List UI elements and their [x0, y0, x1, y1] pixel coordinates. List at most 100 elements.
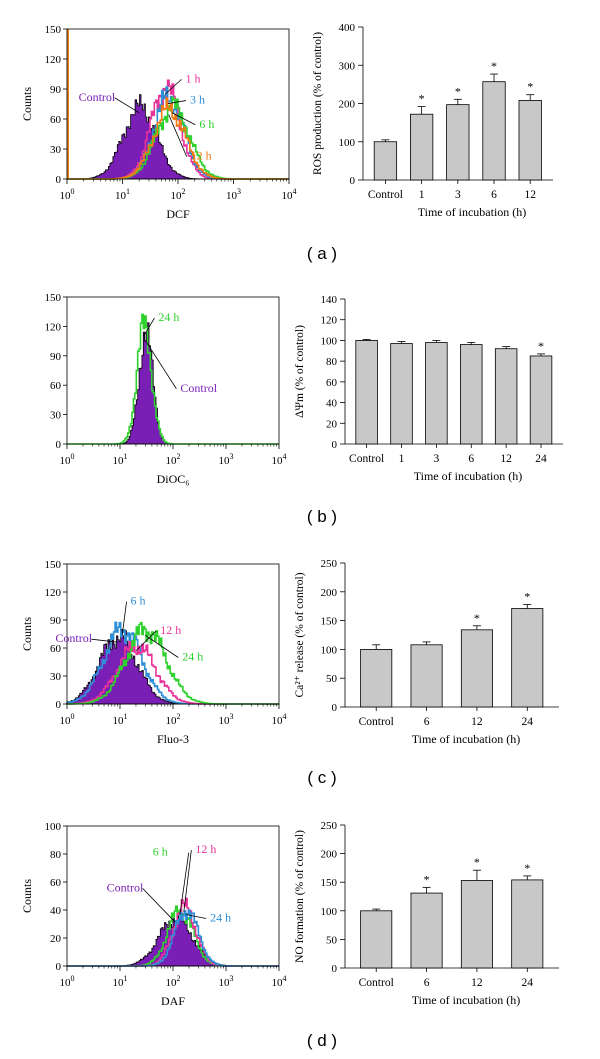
- y-tick-label: 50: [326, 673, 338, 685]
- series-label-arrow: [121, 601, 127, 636]
- histogram-panel-c: 0 30 60 90 120 150 100 101 102 103 104 Fluo-3 Counts…: [20, 559, 287, 746]
- y-tick-label: 50: [326, 934, 338, 946]
- y-axis-label: Ca²⁺ release (% of control): [294, 572, 306, 697]
- series-label-arrow: [144, 340, 177, 389]
- y-tick-label: 0: [332, 963, 338, 975]
- category-label: Control: [359, 716, 394, 728]
- significance-marker: *: [491, 59, 497, 73]
- series-label: 6 h: [131, 594, 146, 608]
- y-axis-label: ROS production (% of control): [312, 32, 324, 175]
- bar-control: [360, 649, 393, 708]
- series-label: 12 h: [160, 623, 181, 637]
- x-tick-label: 104: [272, 452, 287, 467]
- x-tick-label: 101: [113, 452, 128, 467]
- panel-label: ( b ): [307, 507, 337, 526]
- series-label-arrow: [185, 914, 207, 919]
- series-label: Control: [107, 880, 144, 894]
- x-tick-label: 101: [113, 712, 128, 727]
- bar-panel-c: 0 50 100 150 200 250 Control 6 12 * 24 * Time of inc…: [294, 558, 559, 746]
- x-tick-label: 101: [113, 974, 128, 989]
- y-tick-label: 120: [45, 54, 62, 66]
- series-label: 6 h: [153, 845, 168, 859]
- y-tick-label: 400: [339, 22, 356, 34]
- category-label: Control: [368, 189, 403, 201]
- y-tick-label: 90: [50, 615, 62, 627]
- y-tick-label: 0: [332, 702, 338, 714]
- category-label: 1: [419, 189, 425, 201]
- series-label: Control: [180, 381, 217, 395]
- category-label: Control: [359, 977, 394, 989]
- y-tick-label: 100: [45, 821, 62, 833]
- y-tick-label: 120: [45, 321, 62, 333]
- category-label: 12: [471, 977, 483, 989]
- histogram-series-control: [67, 913, 279, 967]
- bar-6: [410, 892, 443, 969]
- x-axis-label: Fluo-3: [157, 732, 189, 746]
- bar-12: [460, 629, 493, 708]
- category-label: Control: [349, 453, 384, 465]
- x-axis-label: DCF: [166, 207, 190, 221]
- series-label-arrow: [179, 852, 190, 915]
- y-axis-label: Counts: [20, 879, 34, 913]
- series-label-arrow: [135, 630, 157, 652]
- y-axis-label: NO formation (% of control): [294, 830, 306, 963]
- significance-marker: *: [524, 589, 530, 603]
- series-label-arrow: [171, 112, 196, 126]
- y-tick-label: 0: [350, 175, 356, 187]
- x-tick-label: 102: [171, 187, 186, 202]
- series-label-arrow: [142, 888, 176, 923]
- x-tick-label: 104: [272, 712, 287, 727]
- bar-1: [390, 343, 413, 445]
- y-tick-label: 60: [50, 380, 62, 392]
- y-tick-label: 200: [339, 99, 356, 111]
- bar-panel-a: 0 100 200 300 400 Control 1 * 3 * 6 * 12 * Time of inc…: [312, 22, 553, 219]
- x-axis-label: Time of incubation (h): [412, 993, 521, 1007]
- y-tick-label: 30: [50, 410, 62, 422]
- significance-marker: *: [419, 92, 425, 106]
- series-label: 12 h: [195, 842, 216, 856]
- category-label: 3: [434, 453, 440, 465]
- series-label-arrow: [91, 638, 118, 643]
- bar-12: [494, 348, 518, 445]
- series-label-arrow: [143, 317, 155, 337]
- x-axis-label: DiOC₆: [157, 472, 190, 486]
- x-tick-label: 100: [60, 452, 75, 467]
- x-tick-label: 100: [60, 712, 75, 727]
- series-label-arrow: [167, 100, 187, 104]
- x-tick-label: 100: [60, 974, 75, 989]
- y-tick-label: 0: [56, 699, 62, 711]
- y-tick-label: 200: [321, 849, 338, 861]
- x-axis-label: Time of incubation (h): [414, 469, 523, 483]
- category-label: 12: [500, 453, 512, 465]
- x-tick-label: 104: [272, 974, 287, 989]
- x-tick-label: 103: [219, 974, 234, 989]
- y-tick-label: 0: [56, 439, 62, 451]
- x-axis-label: DAF: [161, 994, 185, 1008]
- y-tick-label: 20: [326, 418, 338, 430]
- y-tick-label: 60: [50, 114, 62, 126]
- category-label: 3: [455, 189, 461, 201]
- bar-24: [511, 608, 544, 708]
- y-tick-label: 100: [339, 137, 356, 149]
- y-tick-label: 250: [321, 820, 338, 832]
- y-tick-label: 150: [45, 24, 62, 36]
- series-label: 3 h: [190, 93, 205, 107]
- x-tick-label: 102: [166, 974, 181, 989]
- significance-marker: *: [524, 861, 530, 875]
- y-axis-label: Counts: [20, 617, 34, 651]
- y-axis-label: ΔΨm (% of control): [294, 325, 306, 418]
- y-tick-label: 20: [50, 933, 62, 945]
- bar-24: [529, 355, 553, 445]
- y-tick-label: 150: [45, 559, 62, 571]
- series-label: 6 h: [199, 117, 214, 131]
- y-tick-label: 80: [326, 356, 338, 368]
- y-tick-label: 250: [321, 558, 338, 570]
- x-tick-label: 103: [226, 187, 241, 202]
- x-tick-label: 102: [166, 452, 181, 467]
- bar-control: [360, 910, 393, 969]
- y-tick-label: 40: [326, 398, 338, 410]
- significance-marker: *: [474, 611, 480, 625]
- y-tick-label: 150: [321, 877, 338, 889]
- bar-24: [511, 879, 544, 969]
- series-label: 24 h: [182, 650, 203, 664]
